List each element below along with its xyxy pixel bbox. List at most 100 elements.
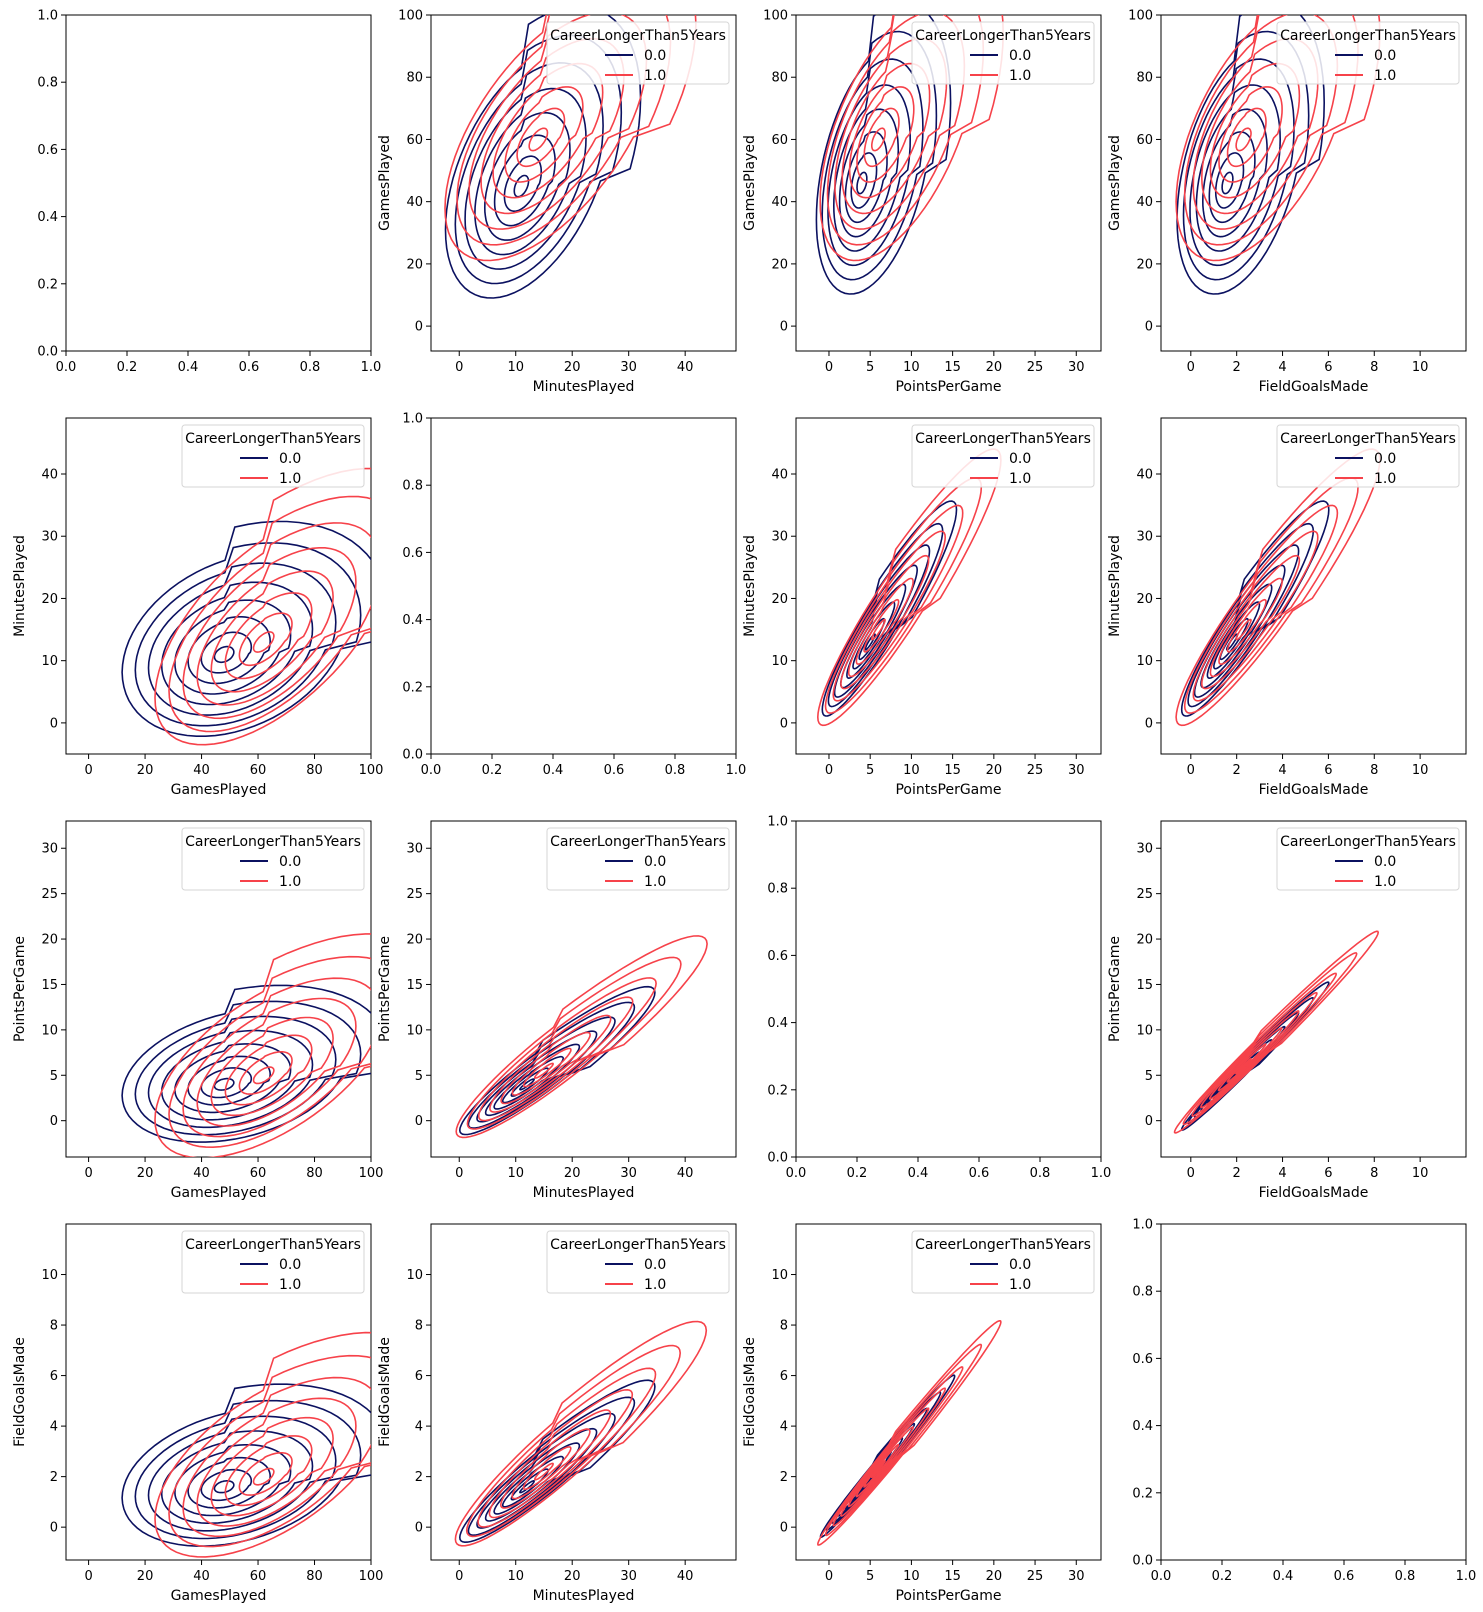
legend-label-1_0: 1.0 bbox=[279, 1277, 301, 1293]
contour-line-class-1_0-level-3 bbox=[196, 547, 357, 706]
y-tick-label: 0 bbox=[50, 716, 58, 731]
x-axis-label: GamesPlayed bbox=[171, 1588, 267, 1604]
contour-line-class-1_0-level-4 bbox=[847, 1407, 930, 1508]
x-tick-label: 100 bbox=[359, 763, 384, 778]
y-tick-label: 0 bbox=[415, 1114, 423, 1129]
y-tick-label: 0 bbox=[1145, 1114, 1153, 1129]
x-tick-label: 2 bbox=[1233, 1166, 1241, 1181]
contour-group bbox=[121, 1331, 371, 1558]
contour-line-class-0_0-level-2 bbox=[1189, 58, 1295, 267]
x-tick-label: 6 bbox=[1324, 1166, 1332, 1181]
contour-line-class-1_0-level-3 bbox=[196, 997, 357, 1127]
contour-line-class-1_0-level-2 bbox=[1192, 504, 1339, 702]
x-tick-label: 0 bbox=[84, 1166, 92, 1181]
y-tick-label: 0.2 bbox=[37, 277, 58, 292]
y-tick-label: 0 bbox=[780, 1521, 788, 1536]
y-tick-label: 25 bbox=[41, 887, 58, 902]
x-tick-label: 0.6 bbox=[969, 1166, 990, 1181]
contour-line-class-0_0-level-0 bbox=[121, 520, 371, 737]
y-tick-label: 0.0 bbox=[402, 748, 423, 763]
contour-line-class-0_0-level-2 bbox=[147, 1415, 337, 1532]
y-tick-label: 1.0 bbox=[767, 815, 788, 830]
x-tick-label: 0 bbox=[1187, 360, 1195, 375]
contour-line-class-1_0-level-4 bbox=[847, 554, 930, 678]
subplot-r0-c2: 0 5 10 15 20 25 30 0 20 40 60 80 100 PointsPerGame Gam… bbox=[742, 9, 1102, 395]
contour-line-class-0_0-level-1 bbox=[827, 522, 944, 708]
legend-title: CareerLongerThan5Years bbox=[550, 1237, 726, 1253]
contour-line-class-1_0-level-2 bbox=[182, 1376, 371, 1538]
contour-line-class-0_0-level-4 bbox=[846, 583, 907, 680]
subplot-r3-c3: 0.00.0 0.2 0.2 0.4 0.4 0.6 0.6 0.8 0.8 1.0 1.0 bbox=[1132, 1218, 1476, 1585]
y-axis-label: MinutesPlayed bbox=[742, 535, 758, 637]
y-tick-label: 0 bbox=[1145, 320, 1153, 335]
y-tick-label: 10 bbox=[406, 1023, 423, 1038]
x-tick-label: 0.6 bbox=[239, 360, 260, 375]
legend-box bbox=[1276, 21, 1460, 85]
contour-line-class-1_0-level-3 bbox=[489, 996, 634, 1113]
subplot-r1-c0: 0 20 40 60 80 100 0 10 20 30 40 GamesPlayed MinutesP… bbox=[12, 417, 384, 798]
legend-title: CareerLongerThan5Years bbox=[915, 431, 1091, 447]
legend-box bbox=[181, 424, 365, 488]
x-tick-label: 40 bbox=[193, 763, 210, 778]
y-tick-label: 30 bbox=[771, 530, 788, 545]
contour-line-class-0_0-level-7 bbox=[513, 174, 530, 198]
contour-line-class-0_0-level-0 bbox=[121, 1383, 371, 1547]
x-tick-label: 25 bbox=[1027, 763, 1044, 778]
contour-line-class-1_0-level-4 bbox=[1208, 1010, 1300, 1100]
y-tick-label: 40 bbox=[1136, 468, 1153, 483]
legend-box bbox=[546, 21, 730, 85]
x-tick-label: 0 bbox=[455, 1166, 463, 1181]
contour-line-class-1_0-level-0 bbox=[816, 1319, 1002, 1546]
y-tick-label: 80 bbox=[771, 71, 788, 86]
axes-frame bbox=[1160, 1223, 1467, 1561]
y-tick-label: 80 bbox=[1136, 71, 1153, 86]
legend-box bbox=[181, 827, 365, 891]
contour-line-class-0_0-level-0 bbox=[458, 1379, 656, 1544]
contour-line-class-1_0-level-6 bbox=[1226, 598, 1267, 653]
legend-label-0_0: 0.0 bbox=[279, 451, 301, 467]
y-tick-label: 20 bbox=[406, 257, 423, 272]
legend-title: CareerLongerThan5Years bbox=[185, 834, 361, 850]
x-tick-label: 0.4 bbox=[1273, 1569, 1294, 1584]
legend-label-1_0: 1.0 bbox=[1374, 874, 1396, 890]
contour-line-class-0_0-level-7 bbox=[519, 1480, 535, 1494]
legend-title: CareerLongerThan5Years bbox=[1280, 834, 1456, 850]
y-tick-label: 20 bbox=[406, 933, 423, 948]
y-tick-label: 0.8 bbox=[1132, 1285, 1153, 1300]
contour-line-class-1_0-level-6 bbox=[522, 1047, 572, 1088]
contour-line-class-1_0-level-2 bbox=[832, 504, 964, 702]
contour-line-class-0_0-level-2 bbox=[476, 1016, 616, 1123]
legend: CareerLongerThan5Years 0.0 1.0 bbox=[911, 424, 1095, 488]
y-tick-label: 0.8 bbox=[767, 882, 788, 897]
x-tick-label: 40 bbox=[677, 1166, 694, 1181]
subplot-r2-c2: 0.00.0 0.2 0.2 0.4 0.4 0.6 0.6 0.8 0.8 1.0 1.0 bbox=[767, 815, 1111, 1182]
contour-line-class-1_0-level-0 bbox=[154, 933, 371, 1157]
contour-line-class-1_0-level-4 bbox=[1209, 62, 1301, 199]
axes-frame bbox=[65, 14, 372, 352]
y-tick-label: 10 bbox=[41, 654, 58, 669]
contour-line-class-1_0-level-2 bbox=[832, 1366, 964, 1527]
contour-line-class-0_0-level-3 bbox=[832, 84, 912, 252]
contour-line-class-1_0-level-2 bbox=[1192, 15, 1339, 230]
y-tick-label: 20 bbox=[41, 592, 58, 607]
x-tick-label: 0.2 bbox=[1212, 1569, 1233, 1584]
contour-line-class-1_0-level-7 bbox=[871, 618, 886, 641]
contour-line-class-1_0-level-6 bbox=[516, 107, 566, 168]
x-tick-label: 25 bbox=[1027, 1569, 1044, 1584]
contour-line-class-1_0-level-7 bbox=[1234, 1058, 1252, 1075]
x-tick-label: 0.8 bbox=[665, 763, 686, 778]
x-tick-label: 1.0 bbox=[1456, 1569, 1477, 1584]
legend: CareerLongerThan5Years 0.0 1.0 bbox=[911, 1230, 1095, 1294]
x-tick-label: 20 bbox=[986, 360, 1003, 375]
x-tick-label: 0.0 bbox=[1151, 1569, 1172, 1584]
contour-line-class-1_0-level-1 bbox=[824, 477, 983, 714]
contour-line-class-1_0-level-7 bbox=[252, 1066, 275, 1085]
contour-line-class-1_0-level-0 bbox=[819, 15, 1005, 262]
contour-line-class-1_0-level-3 bbox=[196, 1397, 357, 1527]
contour-group bbox=[121, 933, 371, 1157]
y-tick-label: 10 bbox=[771, 1268, 788, 1283]
contour-line-class-1_0-level-7 bbox=[534, 1062, 554, 1079]
y-tick-label: 0.2 bbox=[402, 680, 423, 695]
x-tick-label: 2 bbox=[1233, 763, 1241, 778]
legend-label-1_0: 1.0 bbox=[1009, 1277, 1031, 1293]
